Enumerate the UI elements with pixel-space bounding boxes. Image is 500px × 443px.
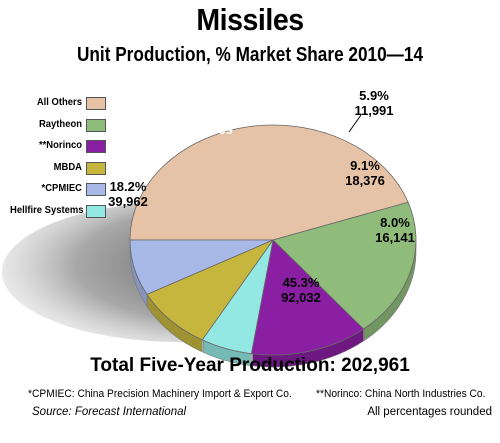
legend-swatch-all-others [86, 97, 106, 110]
legend-item-all-others: All Others [30, 96, 106, 118]
total-production: Total Five-Year Production: 202,961 [90, 355, 410, 376]
slice-percent-label-all-others: 45.3% [283, 275, 320, 290]
legend-swatch-mbda [86, 161, 106, 175]
legend-item-mbda: MBDA [30, 161, 106, 183]
slice-units-label-norinco: 27,459 [193, 122, 233, 137]
slice-percent-label-norinco: 13.5% [195, 107, 232, 122]
slice-units-label-cpmiec: 16,141 [375, 230, 415, 245]
legend-swatch-norinco [86, 140, 106, 154]
pie-slice-labels: 45.3%92,032 18.2%39,962 13.5%27,459 5.9%11,… [108, 88, 415, 305]
legend-swatch-cpmiec [86, 183, 106, 197]
legend-label-all-others: All Others [36, 96, 82, 108]
legend-item-cpmiec: *CPMIEC [30, 182, 106, 204]
pie-slice-raytheon [272, 201, 417, 330]
rounding-note: All percentages rounded [367, 406, 492, 418]
slice-units-label-raytheon: 39,962 [108, 194, 148, 209]
legend-item-hellfire-systems: Hellfire Systems [10, 204, 106, 226]
pie-slices [129, 124, 417, 368]
chart-title: Missiles [196, 2, 304, 37]
legend-item-raytheon: Raytheon [30, 118, 106, 140]
slice-percent-label-hellfire-systems: 5.9% [359, 88, 389, 103]
legend-label-cpmiec: *CPMIEC [41, 182, 82, 195]
legend-item-norinco: **Norinco [30, 139, 106, 161]
slice-percent-label-raytheon: 18.2% [110, 179, 147, 194]
footnote-norinco: **Norinco: China North Industries Co. [316, 388, 486, 400]
pie-slice-mbda [146, 239, 275, 341]
legend-label-hellfire-systems: Hellfire Systems [10, 203, 84, 216]
slice-units-label-all-others: 92,032 [281, 290, 321, 305]
slice-units-label-hellfire-systems: 11,991 [354, 103, 393, 118]
legend-label-mbda: MBDA [53, 160, 82, 173]
footnote-cpmiec: *CPMIEC: China Precision Machinery Impor… [28, 388, 292, 400]
legend-label-raytheon: Raytheon [38, 117, 82, 130]
legend-swatch-hellfire-systems [86, 204, 106, 218]
slice-units-label-mbda: 18,376 [345, 173, 385, 188]
source-note: Source: Forecast International [32, 406, 187, 418]
legend-swatch-raytheon [86, 118, 106, 132]
pie-slice-cpmiec [129, 239, 274, 295]
slice-percent-label-cpmiec: 8.0% [380, 215, 410, 230]
pie-slice-all-others [129, 124, 409, 241]
chart-subtitle: Unit Production, % Market Share 2010—14 [76, 44, 424, 66]
hellfire-leader-line [348, 114, 362, 133]
slice-percent-label-mbda: 9.1% [350, 158, 380, 173]
legend-label-norinco: **Norinco [38, 139, 82, 152]
legend: All Others Raytheon **Norinco MBDA *CPMIEC He… [10, 96, 106, 226]
pie-slice-norinco [250, 239, 365, 356]
